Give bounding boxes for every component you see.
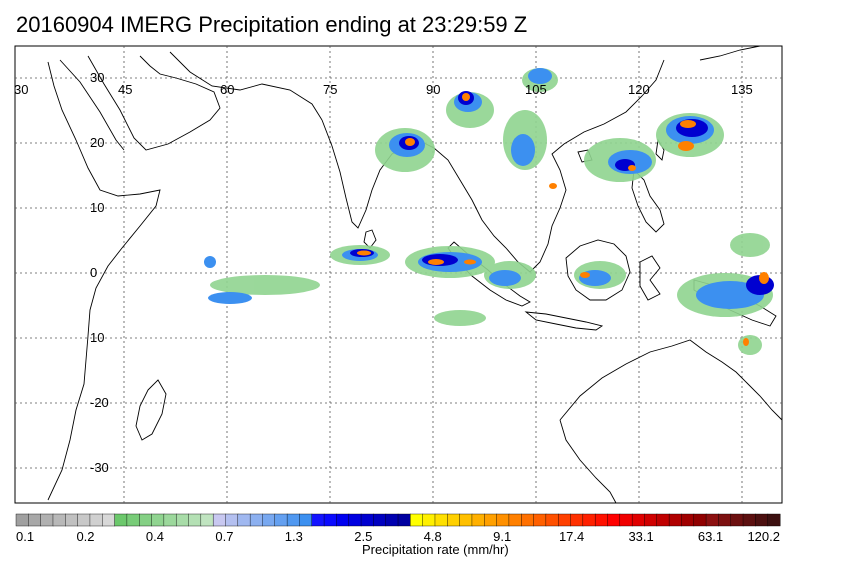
colorbar-swatch	[594, 513, 608, 527]
colorbar-swatch	[225, 513, 239, 527]
colorbar-swatch	[28, 513, 42, 527]
colorbar-swatch	[249, 513, 263, 527]
colorbar-swatch	[521, 513, 535, 527]
colorbar-swatch	[508, 513, 522, 527]
colorbar-swatch	[484, 513, 498, 527]
colorbar-swatch	[767, 513, 781, 527]
lon-label-120: 120	[628, 82, 650, 97]
colorbar-swatch	[631, 513, 645, 527]
colorbar-tick-label: 4.8	[424, 529, 442, 544]
colorbar-tick-label: 1.3	[285, 529, 303, 544]
colorbar-tick-label: 0.2	[76, 529, 94, 544]
colorbar-swatch	[286, 513, 300, 527]
colorbar-swatch	[139, 513, 153, 527]
lat-label-20: 20	[90, 135, 104, 150]
lat-label-minus30: -30	[90, 460, 109, 475]
colorbar-swatch	[360, 513, 374, 527]
lat-label-minus10: 10	[90, 330, 104, 345]
colorbar-swatch	[533, 513, 547, 527]
colorbar-swatch	[730, 513, 744, 527]
colorbar-swatch	[742, 513, 756, 527]
lat-label-0: 0	[90, 265, 97, 280]
colorbar-label: Precipitation rate (mm/hr)	[362, 542, 509, 557]
colorbar-swatch	[200, 513, 214, 527]
colorbar-swatch	[336, 513, 350, 527]
colorbar-swatch	[102, 513, 116, 527]
colorbar-swatch	[447, 513, 461, 527]
colorbar-swatch	[262, 513, 276, 527]
colorbar-swatch	[755, 513, 769, 527]
colorbar-swatch	[151, 513, 165, 527]
colorbar-tick-label: 0.4	[146, 529, 164, 544]
colorbar-swatch	[274, 513, 288, 527]
lat-label-10: 10	[90, 200, 104, 215]
colorbar-tick-labels: 0.1 0.2 0.4 0.7 1.3 2.5 4.8 9.1 17.4 33.1 63.1 120.…	[16, 529, 780, 544]
colorbar-tick-label: 120.2	[747, 529, 780, 544]
colorbar-swatch	[52, 513, 66, 527]
colorbar-swatch	[175, 513, 190, 527]
colorbar-swatch	[681, 513, 695, 527]
colorbar-swatch	[77, 513, 91, 527]
lon-label-60: 60	[220, 82, 234, 97]
colorbar-swatch	[114, 513, 128, 527]
colorbar-swatch	[40, 513, 54, 527]
colorbar-swatch	[644, 513, 658, 527]
colorbar-swatch	[311, 513, 325, 527]
colorbar-swatch	[496, 513, 510, 527]
colorbar-swatch	[323, 513, 337, 527]
colorbar-tick-label: 2.5	[354, 529, 372, 544]
colorbar-tick-label: 0.1	[16, 529, 34, 544]
colorbar-swatch	[570, 513, 584, 527]
lat-label-minus20: -20	[90, 395, 109, 410]
lon-label-135: 135	[731, 82, 753, 97]
colorbar-swatch	[582, 513, 596, 527]
colorbar-swatch	[373, 513, 387, 527]
colorbar-swatch	[656, 513, 670, 527]
colorbar-swatch	[65, 513, 79, 527]
colorbar-tick-label: 9.1	[493, 529, 511, 544]
colorbar-swatch	[299, 513, 313, 527]
colorbar-swatch	[607, 513, 621, 527]
map-frame	[14, 45, 783, 504]
colorbar-swatch	[212, 513, 226, 527]
colorbar-swatch	[397, 513, 411, 527]
colorbar-tick-label: 63.1	[698, 529, 723, 544]
lon-label-105: 105	[525, 82, 547, 97]
colorbar-swatch	[619, 513, 633, 527]
colorbar-swatch	[545, 513, 559, 527]
colorbar-swatch	[348, 513, 362, 527]
colorbar-swatch	[668, 513, 682, 527]
longitude-labels: 30 45 60 75 90 105 120 135	[14, 82, 753, 97]
colorbar-swatch	[89, 513, 103, 527]
colorbar-swatch	[459, 513, 473, 527]
colorbar	[15, 513, 781, 527]
colorbar-tick-label: 17.4	[559, 529, 584, 544]
colorbar-swatch	[705, 513, 719, 527]
precipitation-cells	[204, 68, 774, 355]
colorbar-swatch	[718, 513, 732, 527]
colorbar-swatch	[237, 513, 251, 527]
lon-label-45: 45	[118, 82, 132, 97]
colorbar-swatch	[188, 513, 202, 527]
colorbar-swatch	[471, 513, 485, 527]
colorbar-swatch	[410, 513, 424, 527]
colorbar-swatch	[434, 513, 448, 527]
lon-label-30: 30	[14, 82, 28, 97]
lon-label-90: 90	[426, 82, 440, 97]
colorbar-swatch	[126, 513, 140, 527]
latitude-labels: 30 20 10 0 10 -20 -30	[90, 70, 109, 475]
colorbar-swatch	[693, 513, 707, 527]
colorbar-swatch	[163, 513, 177, 527]
colorbar-swatch	[15, 513, 29, 527]
lon-label-75: 75	[323, 82, 337, 97]
colorbar-swatch	[557, 513, 572, 527]
colorbar-tick-label: 33.1	[628, 529, 653, 544]
map-title: 20160904 IMERG Precipitation ending at 2…	[16, 12, 528, 37]
colorbar-swatch	[385, 513, 399, 527]
colorbar-swatch	[422, 513, 436, 527]
colorbar-tick-label: 0.7	[215, 529, 233, 544]
lat-label-30: 30	[90, 70, 104, 85]
